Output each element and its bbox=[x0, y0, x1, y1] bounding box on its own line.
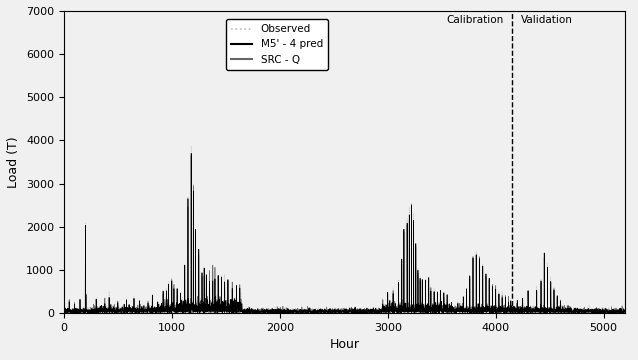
Text: Validation: Validation bbox=[521, 15, 572, 25]
Y-axis label: Load (T): Load (T) bbox=[8, 136, 20, 188]
X-axis label: Hour: Hour bbox=[329, 338, 360, 351]
Text: Calibration: Calibration bbox=[446, 15, 503, 25]
Legend: Observed, M5' - 4 pred, SRC - Q: Observed, M5' - 4 pred, SRC - Q bbox=[226, 19, 328, 70]
